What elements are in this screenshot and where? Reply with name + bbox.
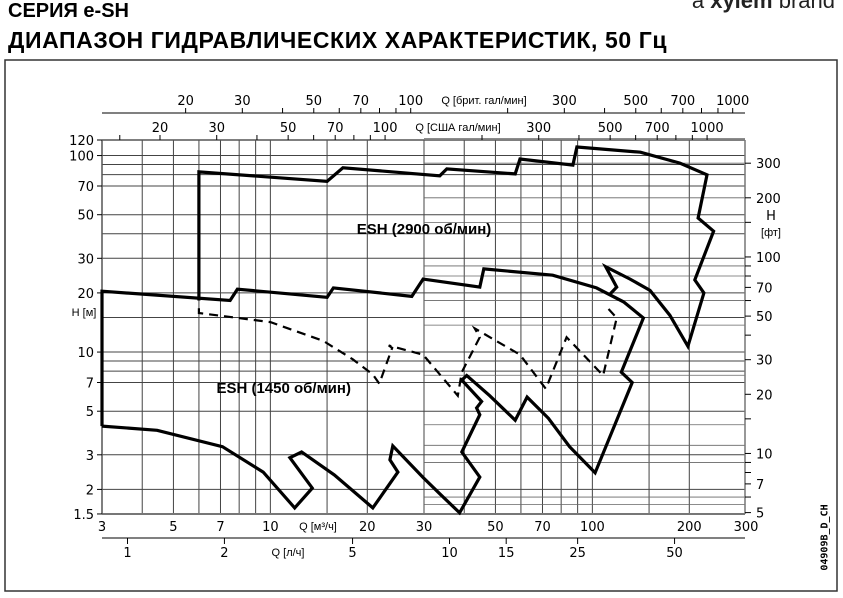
y-axis-label: H [м] bbox=[72, 307, 97, 319]
chart-frame bbox=[4, 59, 838, 592]
brand-logo: a xylem brand bbox=[692, 0, 835, 14]
us-tick-label: 1000 bbox=[691, 121, 724, 136]
ft-tick-label: 5 bbox=[756, 507, 764, 522]
x-tick-label: 5 bbox=[169, 520, 177, 535]
ft-tick-label: 7 bbox=[756, 478, 764, 493]
x-tick-label: 7 bbox=[216, 520, 224, 535]
x-axis-label: Q [м³/ч] bbox=[299, 521, 337, 533]
brand-name: xylem bbox=[710, 0, 773, 13]
y-tick-label: 7 bbox=[86, 376, 94, 391]
us-tick-label: 70 bbox=[327, 121, 344, 136]
curve-annotation: ESH (1450 об/мин) bbox=[216, 380, 351, 397]
series-title: СЕРИЯ e-SH bbox=[8, 0, 129, 22]
series-curve-2 bbox=[100, 267, 646, 516]
imp-tick-label: 300 bbox=[552, 94, 577, 109]
ft-tick-label: 70 bbox=[756, 281, 773, 296]
y-tick-label: 2 bbox=[86, 483, 94, 498]
us-axis-label: Q [США гал/мин] bbox=[415, 122, 500, 134]
ls-axis-label: Q [л/ч] bbox=[272, 547, 305, 559]
x-tick-label: 3 bbox=[98, 520, 106, 535]
ls-tick-label: 10 bbox=[441, 546, 458, 561]
x-tick-label: 200 bbox=[677, 520, 702, 535]
ft-tick-label: 200 bbox=[756, 192, 781, 207]
ft-tick-label: 10 bbox=[756, 447, 773, 462]
ft-tick-label: 50 bbox=[756, 310, 773, 325]
brand-suffix: brand bbox=[778, 0, 835, 13]
imp-tick-label: 50 bbox=[305, 94, 322, 109]
imp-tick-label: 500 bbox=[623, 94, 648, 109]
ls-tick-label: 1 bbox=[123, 546, 131, 561]
x-tick-label: 20 bbox=[359, 520, 376, 535]
x-tick-label: 50 bbox=[487, 520, 504, 535]
x-tick-label: 30 bbox=[416, 520, 433, 535]
imp-axis-label: Q [брит. гал/мин] bbox=[441, 95, 526, 107]
ft-axis-label-bottom: [фт] bbox=[761, 227, 781, 239]
us-tick-label: 700 bbox=[645, 121, 670, 136]
imp-tick-label: 100 bbox=[398, 94, 423, 109]
us-tick-label: 50 bbox=[280, 121, 297, 136]
series-curve-1 bbox=[197, 145, 716, 351]
imp-tick-label: 70 bbox=[353, 94, 370, 109]
us-tick-label: 30 bbox=[208, 121, 225, 136]
us-tick-label: 500 bbox=[598, 121, 623, 136]
y-tick-label: 5 bbox=[86, 405, 94, 420]
x-tick-label: 10 bbox=[262, 520, 279, 535]
ft-tick-label: 20 bbox=[756, 388, 773, 403]
y-tick-label: 1.5 bbox=[73, 508, 94, 523]
imp-tick-label: 20 bbox=[177, 94, 194, 109]
y-tick-label: 20 bbox=[77, 287, 94, 302]
brand-prefix: a bbox=[691, 0, 705, 13]
ft-tick-label: 300 bbox=[756, 157, 781, 172]
y-tick-label: 70 bbox=[77, 180, 94, 195]
ls-tick-label: 5 bbox=[348, 546, 356, 561]
drawing-code: 04909B_D_CH bbox=[819, 504, 831, 571]
page-title: ДИАПАЗОН ГИДРАВЛИЧЕСКИХ ХАРАКТЕРИСТИК, 5… bbox=[8, 27, 668, 53]
x-tick-label: 70 bbox=[534, 520, 551, 535]
ft-axis-label-top: H bbox=[766, 209, 776, 224]
series-curve-3 bbox=[197, 306, 618, 399]
imp-tick-label: 30 bbox=[234, 94, 251, 109]
ls-tick-label: 50 bbox=[666, 546, 683, 561]
x-tick-label: 300 bbox=[734, 520, 759, 535]
y-tick-label: 30 bbox=[77, 252, 94, 267]
us-tick-label: 20 bbox=[152, 121, 169, 136]
y-tick-label: 100 bbox=[69, 150, 94, 165]
ls-tick-label: 2 bbox=[220, 546, 228, 561]
ls-tick-label: 25 bbox=[569, 546, 586, 561]
y-tick-label: 3 bbox=[86, 449, 94, 464]
us-tick-label: 100 bbox=[373, 121, 398, 136]
imp-tick-label: 700 bbox=[670, 94, 695, 109]
ls-tick-label: 15 bbox=[498, 546, 515, 561]
y-tick-label: 120 bbox=[69, 134, 94, 149]
curve-annotation: ESH (2900 об/мин) bbox=[357, 221, 492, 238]
x-tick-label: 100 bbox=[580, 520, 605, 535]
ft-tick-label: 30 bbox=[756, 354, 773, 369]
us-tick-label: 300 bbox=[526, 121, 551, 136]
y-tick-label: 10 bbox=[77, 346, 94, 361]
imp-tick-label: 1000 bbox=[716, 94, 749, 109]
y-tick-label: 50 bbox=[77, 209, 94, 224]
ft-tick-label: 100 bbox=[756, 251, 781, 266]
